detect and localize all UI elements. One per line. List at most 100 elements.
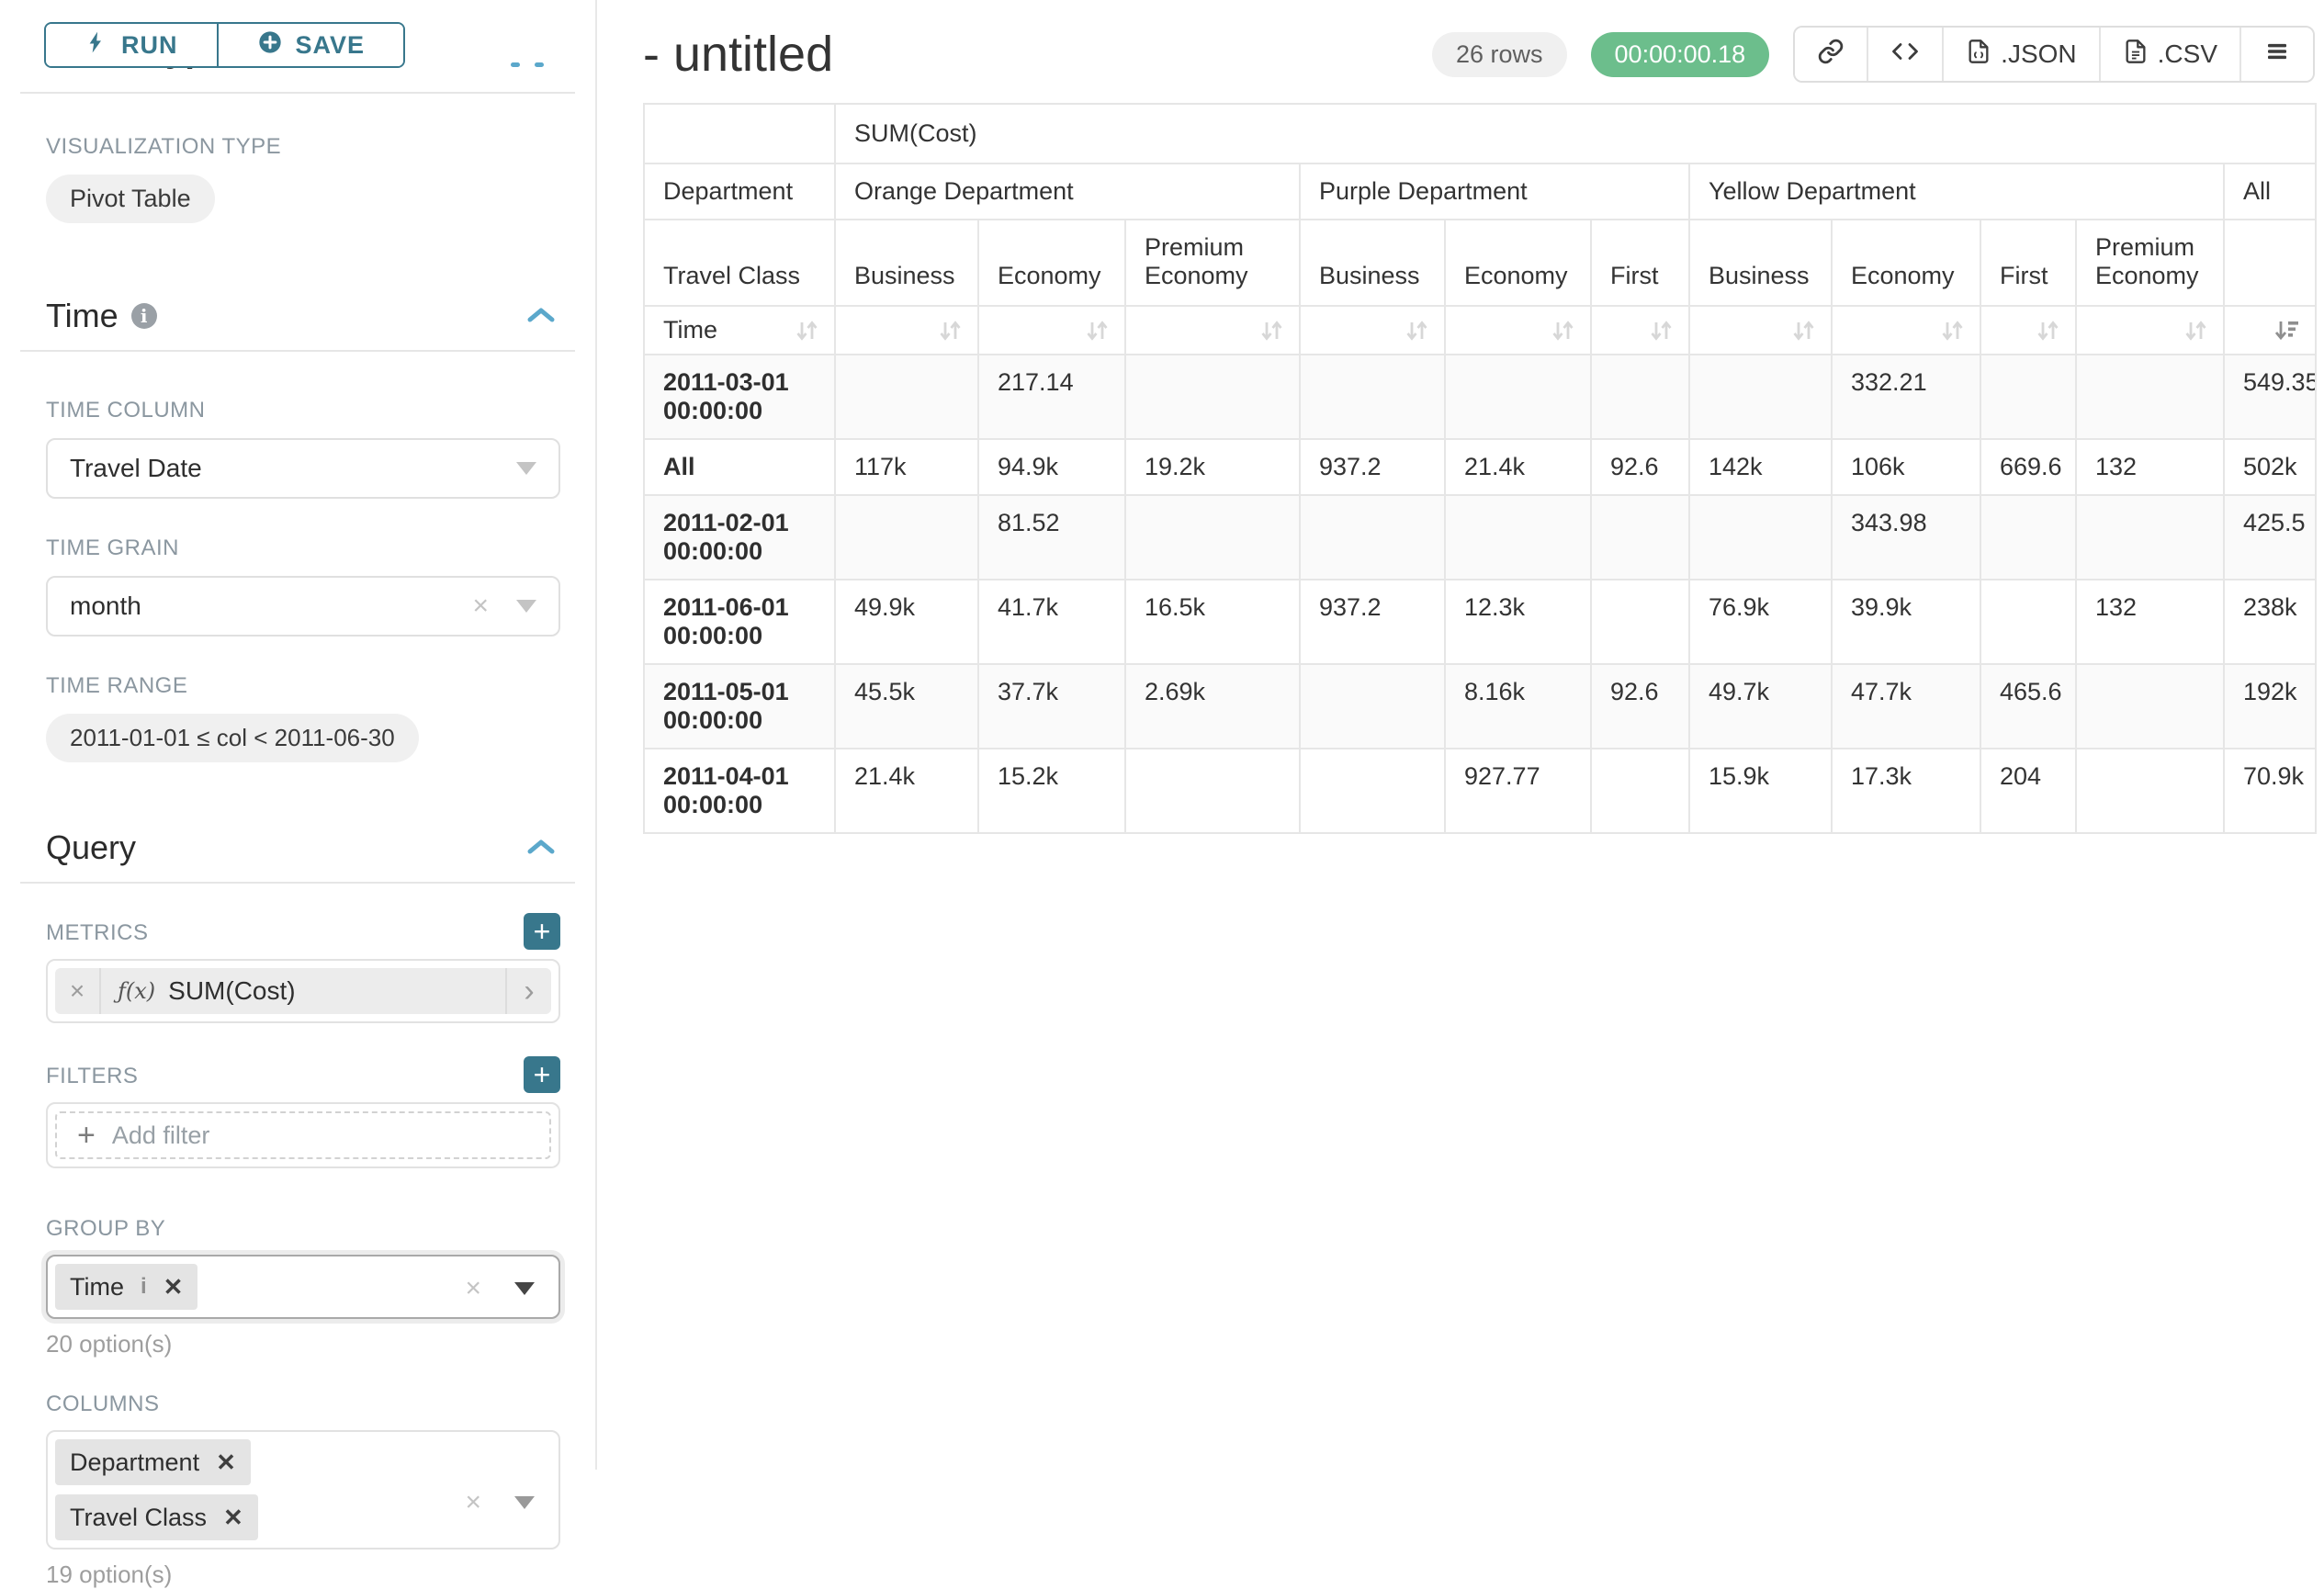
- lightning-icon: [85, 29, 108, 62]
- sort-arrows-icon[interactable]: [1648, 318, 1674, 344]
- add-filter-button[interactable]: +: [524, 1056, 560, 1093]
- caret-down-icon[interactable]: [516, 600, 536, 613]
- pivot-cell: 106k: [1831, 438, 1981, 496]
- code-icon: [1890, 38, 1920, 72]
- column-sort-header: [1299, 305, 1446, 355]
- time-grain-select[interactable]: month ×: [46, 576, 560, 637]
- metric-chip-body[interactable]: ƒ(x) SUM(Cost): [101, 968, 505, 1014]
- metrics-box: × ƒ(x) SUM(Cost) ›: [46, 959, 560, 1023]
- corner-cell: [643, 103, 836, 164]
- time-column-select[interactable]: Travel Date: [46, 438, 560, 499]
- export-button-group: .JSON .CSV: [1793, 26, 2315, 83]
- pivot-cell: 19.2k: [1124, 438, 1301, 496]
- menu-button[interactable]: [2239, 28, 2313, 81]
- time-grain-field: TIME GRAIN month ×: [46, 535, 560, 637]
- x-icon[interactable]: ✕: [216, 1448, 236, 1476]
- chevron-right-icon[interactable]: ›: [505, 968, 551, 1014]
- column-sort-header: [977, 305, 1126, 355]
- x-icon[interactable]: ×: [472, 591, 489, 621]
- group-by-field: GROUP BY Time i ✕ × 20 option(s): [46, 1216, 560, 1358]
- pivot-cell: 8.16k: [1444, 663, 1592, 749]
- sort-arrows-icon[interactable]: [1084, 318, 1110, 344]
- pivot-cell: [1688, 354, 1833, 440]
- caret-down-icon[interactable]: [516, 462, 536, 475]
- x-icon[interactable]: ×: [465, 1273, 481, 1303]
- metric-chip[interactable]: × ƒ(x) SUM(Cost) ›: [55, 968, 551, 1014]
- row-count-badge: 26 rows: [1431, 31, 1567, 77]
- chart-panel: - untitled 26 rows 00:00:00.18: [599, 0, 2324, 1470]
- pivot-cell: 343.98: [1831, 494, 1981, 580]
- columns-chip-travel-class[interactable]: Travel Class ✕: [55, 1494, 258, 1540]
- embed-code-button[interactable]: [1867, 28, 1943, 81]
- remove-metric-icon[interactable]: ×: [55, 968, 101, 1014]
- pivot-cell: [1299, 663, 1446, 749]
- caret-down-icon[interactable]: [514, 1496, 535, 1509]
- chip-label: Travel Class: [70, 1503, 208, 1531]
- group-by-chip-time[interactable]: Time i ✕: [55, 1264, 198, 1310]
- chart-title[interactable]: - untitled: [643, 27, 834, 82]
- pivot-cell: [1590, 354, 1690, 440]
- sort-arrows-icon[interactable]: [794, 318, 819, 344]
- export-json-button[interactable]: .JSON: [1942, 28, 2099, 81]
- save-button[interactable]: SAVE: [216, 24, 404, 66]
- class-header: Premium Economy: [2075, 219, 2225, 307]
- group-by-options-hint: 20 option(s): [46, 1330, 173, 1358]
- add-metric-button[interactable]: +: [524, 913, 560, 950]
- sort-arrows-icon[interactable]: [1404, 318, 1429, 344]
- caret-down-icon[interactable]: [514, 1282, 535, 1295]
- class-dim-header: Travel Class: [643, 219, 836, 307]
- time-range-label: TIME RANGE: [46, 673, 188, 698]
- plus-icon: +: [77, 1117, 96, 1153]
- time-grain-label: TIME GRAIN: [46, 535, 180, 560]
- sort-arrows-icon[interactable]: [937, 318, 963, 344]
- sort-arrows-icon[interactable]: [1258, 318, 1284, 344]
- column-sort-header: [2222, 305, 2318, 355]
- column-sort-header: [834, 305, 979, 355]
- column-sort-header: [1124, 305, 1301, 355]
- filters-box: + Add filter: [46, 1102, 560, 1168]
- visualization-type-pill[interactable]: Pivot Table: [46, 175, 215, 223]
- info-icon: i: [130, 303, 157, 329]
- pivot-cell: [1444, 354, 1592, 440]
- sort-arrows-icon[interactable]: [2035, 318, 2060, 344]
- row-label: 2011-05-01 00:00:00: [643, 663, 836, 749]
- columns-chip-department[interactable]: Department ✕: [55, 1439, 251, 1485]
- group-by-select[interactable]: Time i ✕ ×: [46, 1255, 560, 1319]
- columns-select[interactable]: Department ✕ Travel Class ✕ ×: [46, 1430, 560, 1550]
- row-label: 2011-06-01 00:00:00: [643, 579, 836, 665]
- pivot-cell: [1124, 748, 1301, 834]
- sort-arrows-icon[interactable]: [1939, 318, 1965, 344]
- time-collapse-button[interactable]: [522, 301, 560, 332]
- fx-icon: ƒ(x): [118, 978, 156, 1004]
- sort-arrows-icon[interactable]: [1790, 318, 1816, 344]
- sort-arrows-icon[interactable]: [2183, 318, 2208, 344]
- pivot-cell: 17.3k: [1831, 748, 1981, 834]
- pivot-cell: [2075, 748, 2225, 834]
- pivot-cell: 76.9k: [1688, 579, 1833, 665]
- pivot-cell: 937.2: [1299, 438, 1446, 496]
- export-csv-button[interactable]: .CSV: [2098, 28, 2239, 81]
- sort-desc-icon[interactable]: [2273, 318, 2300, 344]
- columns-options-hint: 19 option(s): [46, 1561, 173, 1588]
- pivot-cell: 669.6: [1980, 438, 2077, 496]
- control-panel-sidebar: Chart Type RUN SAVE VISUALIZATION TYPE P…: [0, 0, 597, 1588]
- x-icon[interactable]: ×: [465, 1487, 481, 1517]
- pivot-cell: 45.5k: [834, 663, 979, 749]
- chip-label: Department: [70, 1448, 200, 1476]
- time-range-pill[interactable]: 2011-01-01 ≤ col < 2011-06-30: [46, 714, 419, 762]
- column-sort-header: [1444, 305, 1592, 355]
- run-button[interactable]: RUN: [46, 24, 217, 66]
- column-sort-header: [1688, 305, 1833, 355]
- x-icon[interactable]: ✕: [163, 1272, 184, 1301]
- share-link-button[interactable]: [1795, 28, 1867, 81]
- pivot-row: 2011-03-01 00:00:00 217.14 332.21 549.35: [643, 354, 2318, 440]
- pivot-cell: 2.69k: [1124, 663, 1301, 749]
- pivot-cell: [1299, 354, 1446, 440]
- pivot-cell: 238k: [2222, 579, 2318, 665]
- add-filter-dropzone[interactable]: + Add filter: [55, 1111, 551, 1159]
- sort-arrows-icon[interactable]: [1550, 318, 1575, 344]
- query-collapse-button[interactable]: [522, 833, 560, 863]
- add-filter-placeholder: Add filter: [111, 1121, 210, 1149]
- time-grain-value: month: [70, 592, 141, 620]
- x-icon[interactable]: ✕: [223, 1503, 243, 1531]
